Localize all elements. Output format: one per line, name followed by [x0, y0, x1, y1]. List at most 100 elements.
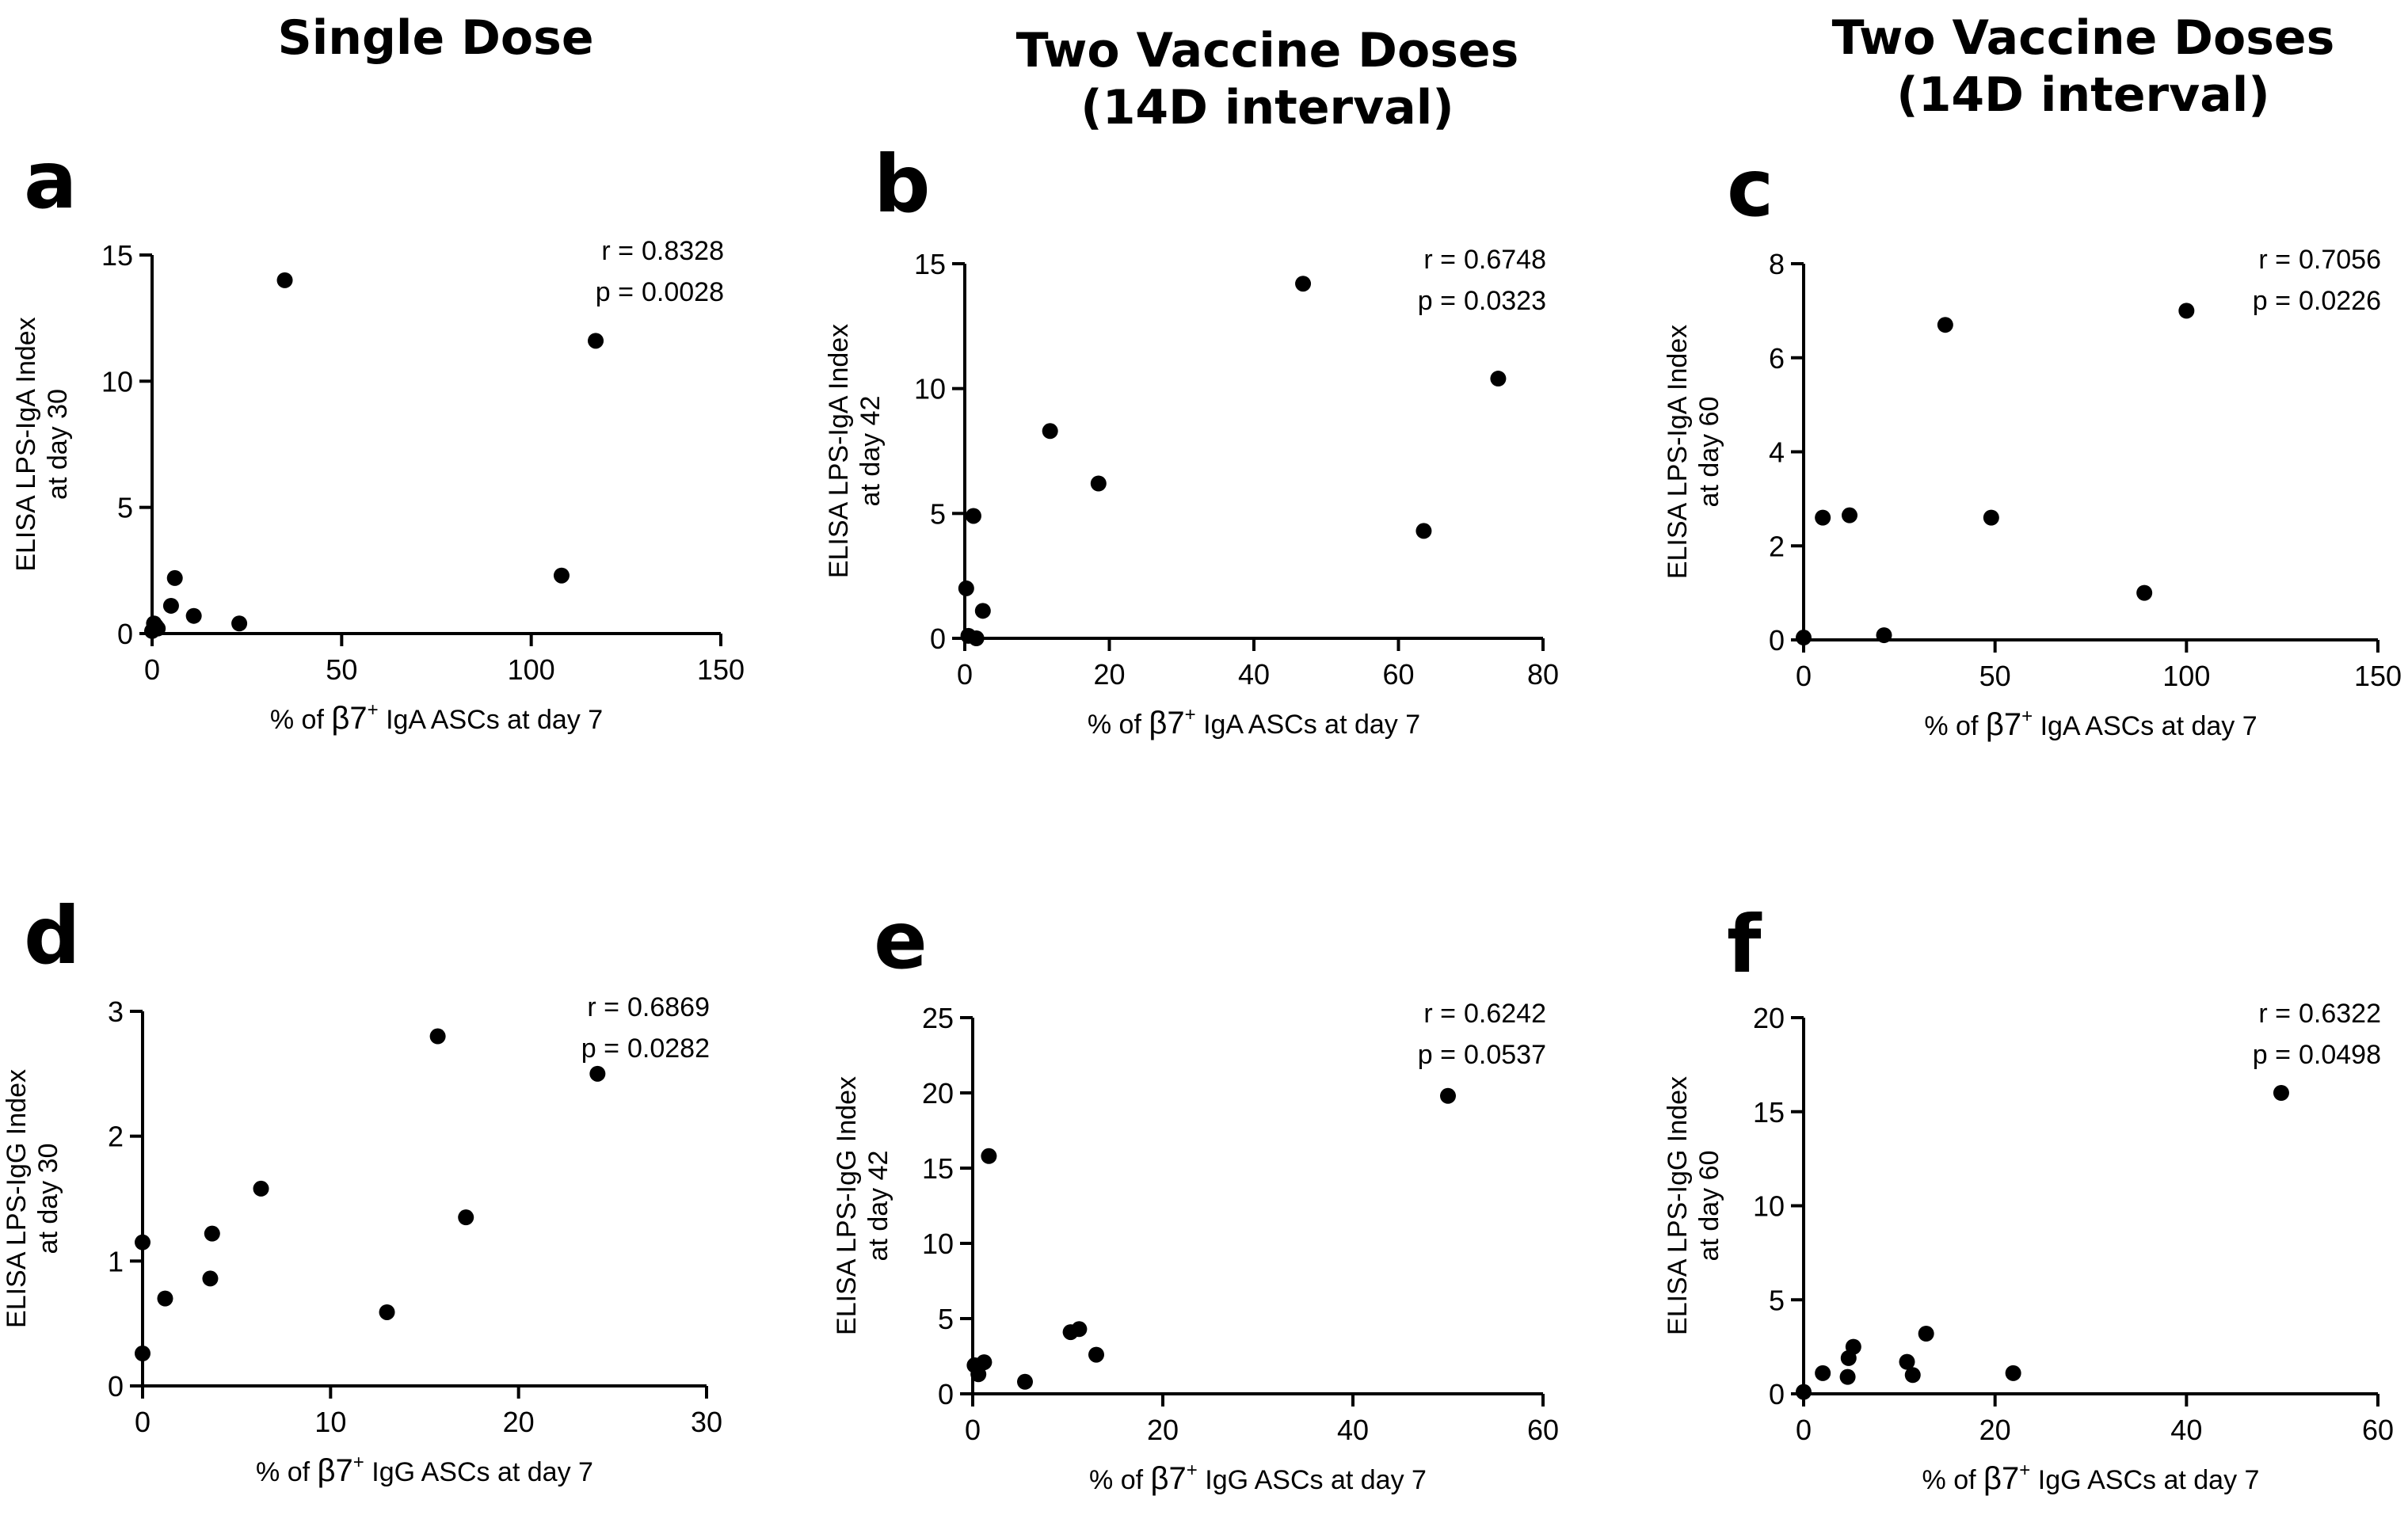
x-axis-label: % of β7+ IgA ASCs at day 7 [1088, 704, 1420, 740]
x-tick-label: 60 [1382, 658, 1414, 691]
y-axis-label-line: ELISA LPS-IgG Index [832, 1076, 862, 1335]
y-axis-label-line: ELISA LPS-IgG Index [1663, 1076, 1693, 1335]
y-tick-label: 10 [101, 365, 133, 398]
y-axis-label-line: at day 42 [863, 1151, 893, 1262]
y-tick-label: 5 [938, 1303, 954, 1335]
p-value: 0.0028 [642, 277, 724, 307]
y-tick-label: 10 [914, 373, 946, 405]
panel-f: 0 20 40 60 0 5 10 15 20 % of β7+ IgG ASCs at day … [1663, 999, 2394, 1496]
data-point [1415, 523, 1432, 539]
r-label: r = [2258, 245, 2291, 275]
r-label: r = [601, 236, 634, 266]
x-tick-label: 60 [1527, 1414, 1559, 1446]
x-axis-label: % of β7+ IgA ASCs at day 7 [1924, 706, 2257, 742]
data-point [958, 580, 974, 596]
p-label: p = [596, 277, 634, 307]
data-point [1295, 276, 1312, 292]
data-point [1042, 423, 1058, 440]
panel-letter-d: d [24, 889, 81, 982]
y-tick-label: 0 [930, 622, 946, 655]
y-tick-label: 15 [101, 239, 133, 272]
y-tick-label: 20 [1753, 1002, 1785, 1034]
x-tick-label: 0 [957, 658, 973, 691]
y-axis-label: ELISA LPS-IgG Index at day 60 [1663, 1076, 1724, 1335]
y-tick-label: 15 [914, 248, 946, 280]
data-point [276, 272, 293, 288]
data-point [1071, 1321, 1088, 1338]
stats-annotation: r = 0.6869 p = 0.0282 [581, 992, 710, 1064]
p-value: 0.0226 [2299, 286, 2381, 316]
x-tick-label: 40 [2170, 1414, 2202, 1446]
data-point [1937, 317, 1953, 333]
column-title-line1: Two Vaccine Doses [1015, 23, 1519, 78]
y-tick-label: 20 [922, 1077, 954, 1110]
column-title-line1: Single Dose [277, 10, 594, 66]
y-tick-label: 5 [1769, 1284, 1785, 1316]
data-point [202, 1270, 219, 1287]
y-axis-label-line: ELISA LPS-IgA Index [1663, 325, 1693, 579]
x-tick-label: 20 [1979, 1414, 2011, 1446]
panel-letter-c: c [1727, 142, 1774, 234]
x-tick-label: 50 [1979, 660, 2011, 692]
p-label: p = [2253, 1040, 2291, 1070]
y-tick-label: 3 [108, 995, 124, 1028]
p-value: 0.0323 [1464, 286, 1546, 316]
data-point [166, 569, 183, 586]
stats-annotation: r = 0.6748 p = 0.0323 [1418, 245, 1546, 316]
x-tick-label: 40 [1238, 658, 1270, 691]
panel-c: 0 50 100 150 0 2 4 6 8 % of β7+ IgA ASCs at day 7… [1663, 245, 2402, 742]
p-label: p = [1418, 1040, 1456, 1070]
data-point [458, 1209, 474, 1226]
x-tick-label: 50 [326, 653, 357, 686]
data-point [974, 603, 991, 619]
p-value: 0.0537 [1464, 1040, 1546, 1070]
column-title-single-dose: Single Dose [190, 10, 681, 67]
panel-b: 0 20 40 60 80 0 5 10 15 % of β7+ IgA ASCs at day … [824, 245, 1559, 740]
x-tick-label: 150 [697, 653, 745, 686]
x-tick-label: 0 [1796, 660, 1812, 692]
column-title-line1: Two Vaccine Doses [1831, 10, 2335, 66]
x-tick-label: 0 [965, 1414, 981, 1446]
column-title-two-doses-42: Two Vaccine Doses (14D interval) [958, 22, 1576, 136]
y-axis-label-line: ELISA LPS-IgG Index [2, 1069, 32, 1328]
panel-d: 0 10 20 30 0 1 2 3 % of β7+ IgG ASCs at day 7 ELI… [2, 992, 722, 1488]
data-point [162, 597, 179, 614]
data-point [185, 607, 202, 624]
data-point [1017, 1373, 1033, 1390]
x-axis-label: % of β7+ IgG ASCs at day 7 [1089, 1460, 1427, 1496]
y-axis-label-line: at day 30 [43, 389, 73, 500]
x-tick-label: 0 [144, 653, 160, 686]
x-tick-label: 100 [2162, 660, 2210, 692]
p-value: 0.0282 [627, 1033, 710, 1064]
data-point [2136, 584, 2153, 601]
r-value: 0.8328 [642, 236, 724, 266]
y-tick-label: 15 [922, 1152, 954, 1185]
r-label: r = [1423, 245, 1456, 275]
y-axis-label: ELISA LPS-IgG Index at day 42 [832, 1076, 893, 1335]
panel-letter-e: e [874, 894, 928, 987]
y-tick-label: 2 [1769, 530, 1785, 562]
y-tick-label: 2 [108, 1121, 124, 1153]
data-point [1815, 1365, 1831, 1381]
y-tick-label: 0 [1769, 1378, 1785, 1410]
data-point [970, 1366, 987, 1383]
y-tick-label: 0 [938, 1378, 954, 1410]
r-label: r = [1423, 999, 1456, 1029]
r-label: r = [587, 992, 619, 1022]
y-tick-label: 15 [1753, 1096, 1785, 1129]
data-point [1918, 1326, 1934, 1342]
data-point [379, 1304, 395, 1320]
data-point [553, 567, 570, 584]
data-point [253, 1180, 269, 1197]
data-point [968, 630, 985, 646]
y-tick-label: 0 [117, 618, 133, 650]
data-point [1815, 509, 1831, 526]
data-point [1842, 507, 1857, 523]
r-value: 0.7056 [2299, 245, 2381, 275]
r-value: 0.6242 [1464, 999, 1546, 1029]
x-tick-label: 100 [508, 653, 555, 686]
stats-annotation: r = 0.6322 p = 0.0498 [2253, 999, 2381, 1070]
data-point [1090, 475, 1107, 492]
y-tick-label: 10 [922, 1228, 954, 1260]
